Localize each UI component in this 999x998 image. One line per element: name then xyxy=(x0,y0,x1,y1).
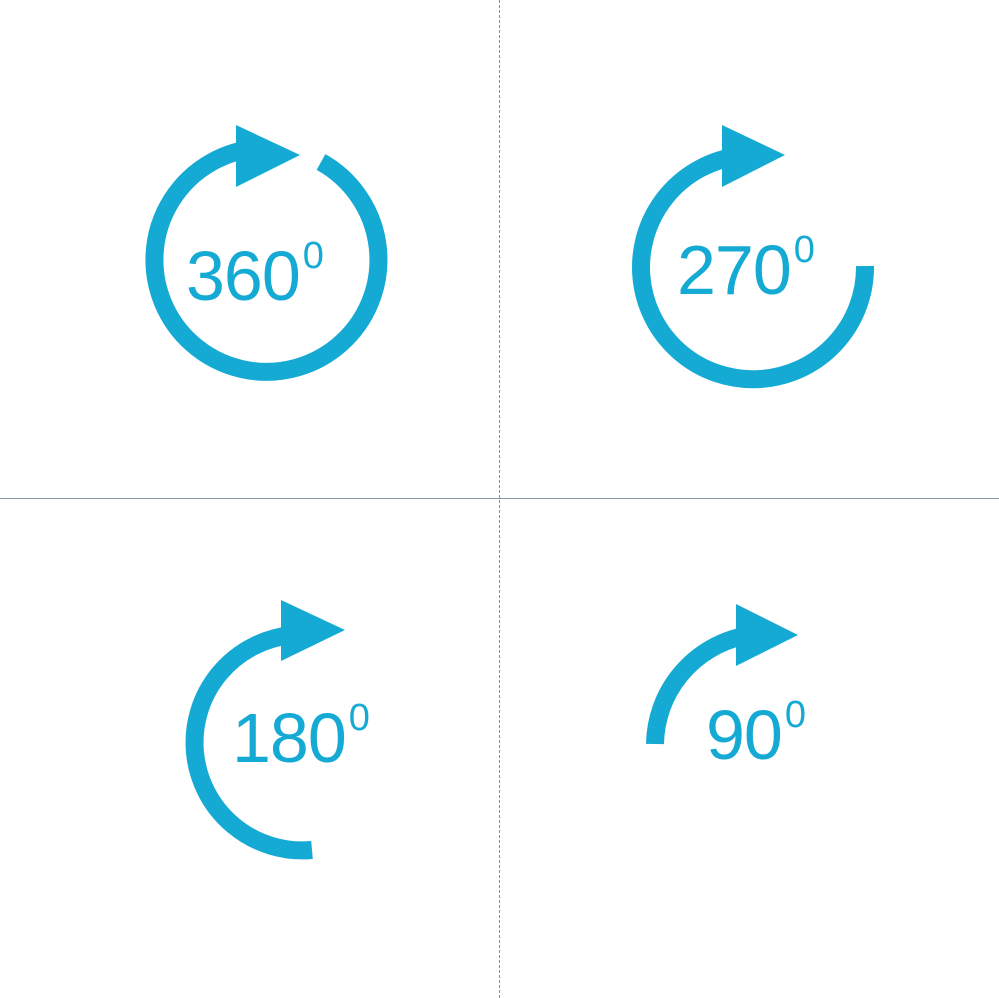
degree-number: 90 xyxy=(706,696,783,774)
vertical-divider xyxy=(499,0,500,998)
degree-label-270: 2700 xyxy=(677,231,815,305)
degree-label-90: 900 xyxy=(706,696,806,770)
degree-superscript: 0 xyxy=(793,229,815,271)
degree-number: 270 xyxy=(677,231,792,309)
degree-superscript: 0 xyxy=(784,694,806,736)
degree-superscript: 0 xyxy=(302,235,324,277)
degree-number: 180 xyxy=(232,699,347,777)
degree-superscript: 0 xyxy=(348,697,370,739)
degree-number: 360 xyxy=(186,237,301,315)
degree-label-180: 1800 xyxy=(232,699,370,773)
horizontal-divider xyxy=(0,498,999,499)
degree-label-360: 3600 xyxy=(186,237,324,311)
